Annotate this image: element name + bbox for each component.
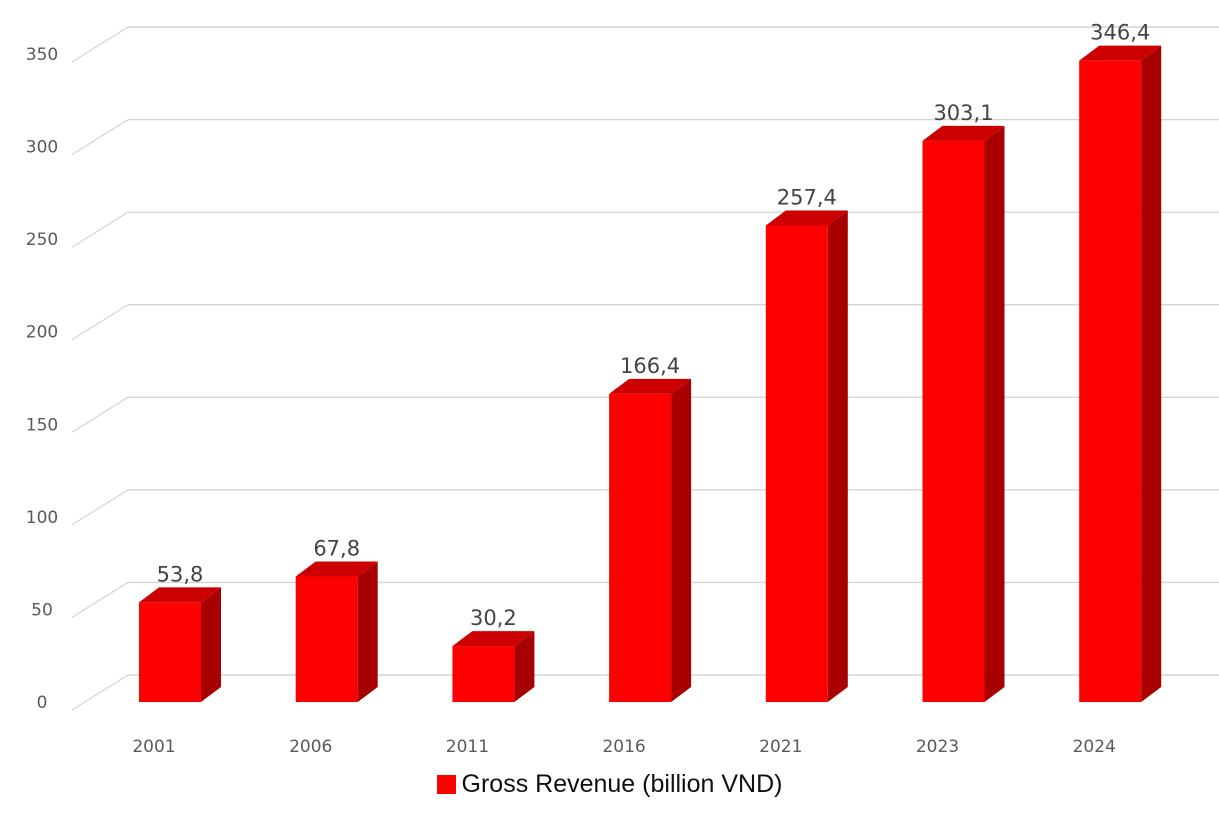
data-label: 53,8 — [157, 562, 204, 586]
bar-top — [139, 587, 221, 603]
x-tick-label: 2001 — [132, 737, 175, 757]
side-wall-line — [71, 489, 129, 526]
bar-top — [295, 561, 378, 577]
bar-front — [452, 646, 515, 702]
y-tick-label: 0 — [37, 693, 48, 713]
y-tick-label: 350 — [26, 45, 58, 65]
legend-item: Gross Revenue (billion VND) — [436, 770, 783, 799]
y-tick-label: 50 — [31, 600, 53, 620]
y-tick-label: 250 — [26, 230, 58, 250]
x-tick-label: 2016 — [602, 737, 645, 757]
bar-side — [671, 378, 692, 702]
x-tick-label: 2011 — [446, 737, 489, 757]
side-wall-line — [71, 674, 129, 711]
bar-front — [922, 140, 985, 702]
data-label: 303,1 — [933, 101, 993, 125]
bar-side — [201, 587, 221, 702]
bar-front — [139, 602, 201, 702]
data-label: 30,2 — [470, 606, 517, 630]
x-tick-label: 2006 — [289, 737, 332, 757]
legend-label: Gross Revenue (billion VND) — [461, 770, 783, 798]
y-tick-label: 150 — [26, 415, 58, 435]
x-tick-label: 2021 — [759, 737, 802, 757]
side-wall-line — [71, 581, 129, 618]
data-label: 166,4 — [620, 354, 680, 378]
bar-top — [609, 378, 692, 394]
y-tick-label: 300 — [26, 138, 58, 158]
bar-side — [514, 631, 535, 702]
data-label: 257,4 — [777, 185, 837, 209]
legend: Gross Revenue (billion VND) — [0, 770, 1219, 799]
side-wall-line — [71, 26, 129, 63]
bar-top — [452, 631, 535, 647]
data-label: 67,8 — [313, 536, 360, 560]
data-label: 346,4 — [1090, 21, 1150, 45]
side-wall-line — [71, 304, 129, 341]
y-axis: 0 50 100 150 200 250 300 350 — [26, 45, 58, 713]
side-wall-line — [71, 211, 129, 248]
x-axis: 2001 2006 2011 2016 2021 2023 2024 — [132, 737, 1115, 757]
bar-side — [827, 210, 848, 702]
y-tick-label: 200 — [26, 323, 58, 343]
bar-top — [765, 210, 848, 226]
bar-front — [609, 393, 672, 702]
bar-front — [1079, 60, 1142, 702]
bar-top — [922, 125, 1005, 141]
bar-side — [1141, 45, 1162, 702]
bar-front — [295, 576, 358, 702]
legend-swatch — [436, 775, 456, 794]
bars: 53,8 67,8 30,2 166,4 257,4 303,1 346,4 — [139, 21, 1162, 702]
bar-front — [765, 225, 828, 702]
bar-side — [984, 125, 1005, 702]
side-wall-line — [71, 119, 129, 156]
bar-top — [1079, 45, 1162, 61]
x-tick-label: 2023 — [916, 737, 959, 757]
y-tick-label: 100 — [26, 508, 58, 528]
x-tick-label: 2024 — [1073, 737, 1116, 757]
side-wall-line — [71, 396, 129, 433]
bar-side — [357, 561, 378, 702]
